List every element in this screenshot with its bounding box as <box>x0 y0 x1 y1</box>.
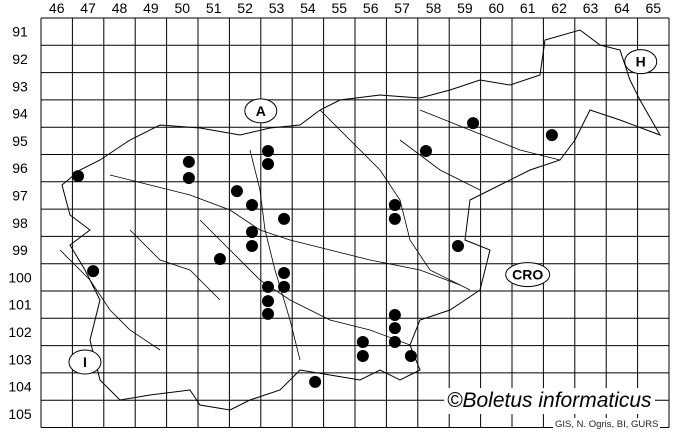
record-dot <box>388 336 401 349</box>
row-label: 96 <box>12 160 28 176</box>
country-label: A <box>256 103 266 119</box>
record-dot <box>388 309 401 322</box>
row-label: 97 <box>12 187 28 203</box>
record-dot <box>246 199 259 212</box>
record-dot <box>388 199 401 212</box>
record-dot <box>278 212 291 225</box>
river <box>199 219 411 346</box>
record-dot <box>72 170 85 183</box>
rivers <box>59 109 561 361</box>
country-label: I <box>83 354 87 370</box>
record-dot <box>182 155 195 168</box>
column-label: 62 <box>551 0 567 16</box>
row-label: 92 <box>12 51 28 67</box>
column-label: 64 <box>614 0 630 16</box>
column-label: 56 <box>363 0 379 16</box>
country-label-ellipse <box>244 98 278 124</box>
row-label: 100 <box>8 269 32 285</box>
record-dot <box>404 349 417 362</box>
row-label: 94 <box>12 106 28 122</box>
column-label: 49 <box>143 0 159 16</box>
record-dot <box>262 144 275 157</box>
column-label: 60 <box>489 0 505 16</box>
country-label-ellipse <box>68 349 102 375</box>
column-label: 47 <box>80 0 96 16</box>
row-label: 93 <box>12 78 28 94</box>
row-label: 95 <box>12 133 28 149</box>
record-dot <box>309 375 322 388</box>
row-label: 91 <box>12 24 28 40</box>
record-dot <box>213 253 226 266</box>
column-label: 55 <box>332 0 348 16</box>
column-label: 63 <box>583 0 599 16</box>
record-dot <box>262 295 275 308</box>
river <box>109 174 461 286</box>
river <box>419 109 561 161</box>
record-dot <box>388 322 401 335</box>
record-dot <box>230 185 243 198</box>
grid-lines <box>40 17 670 428</box>
data-source: GIS, N. Ogris, BI, GURS <box>553 418 661 431</box>
column-label: 65 <box>646 0 662 16</box>
column-label: 54 <box>300 0 316 16</box>
record-dot <box>545 129 558 142</box>
grid-labels: 46 47 48 49 50 51 52 53 54 55 56 57 58 59 60 61 62 63 64 65… <box>8 0 661 422</box>
record-dot <box>87 265 100 278</box>
record-dot <box>278 280 291 293</box>
row-label: 103 <box>8 351 32 367</box>
slovenia-border <box>61 29 662 411</box>
river <box>399 139 481 191</box>
column-label: 59 <box>457 0 473 16</box>
record-dot <box>262 307 275 320</box>
row-label: 101 <box>8 297 32 313</box>
column-label: 57 <box>394 0 410 16</box>
record-dot <box>356 349 369 362</box>
column-label: 46 <box>49 0 65 16</box>
column-label: 48 <box>112 0 128 16</box>
record-dot <box>182 171 195 184</box>
country-labels: A H CRO I <box>68 49 658 375</box>
row-label: 98 <box>12 215 28 231</box>
record-dot <box>262 280 275 293</box>
row-label: 105 <box>8 406 32 422</box>
column-label: 53 <box>269 0 285 16</box>
column-label: 50 <box>175 0 191 16</box>
record-dot <box>451 239 464 252</box>
river <box>59 249 161 351</box>
copyright-credit: ©Boletus informaticus <box>444 388 655 414</box>
record-dot <box>419 144 432 157</box>
column-label: 58 <box>426 0 442 16</box>
record-dot <box>246 226 259 239</box>
country-label: CRO <box>512 267 543 283</box>
record-dot <box>467 117 480 130</box>
column-label: 61 <box>520 0 536 16</box>
column-label: 52 <box>237 0 253 16</box>
river <box>129 229 221 301</box>
river <box>319 109 471 291</box>
record-dot <box>356 336 369 349</box>
row-label: 102 <box>8 324 32 340</box>
record-dots <box>72 117 558 388</box>
row-label: 99 <box>12 242 28 258</box>
record-dot <box>262 158 275 171</box>
record-dot <box>246 239 259 252</box>
river <box>249 149 301 361</box>
country-border <box>61 29 662 411</box>
record-dot <box>388 212 401 225</box>
record-dot <box>278 266 291 279</box>
country-label: H <box>636 54 646 70</box>
row-label: 104 <box>8 379 32 395</box>
country-label-ellipse <box>505 262 551 288</box>
column-label: 51 <box>206 0 222 16</box>
country-label-ellipse <box>624 49 658 75</box>
